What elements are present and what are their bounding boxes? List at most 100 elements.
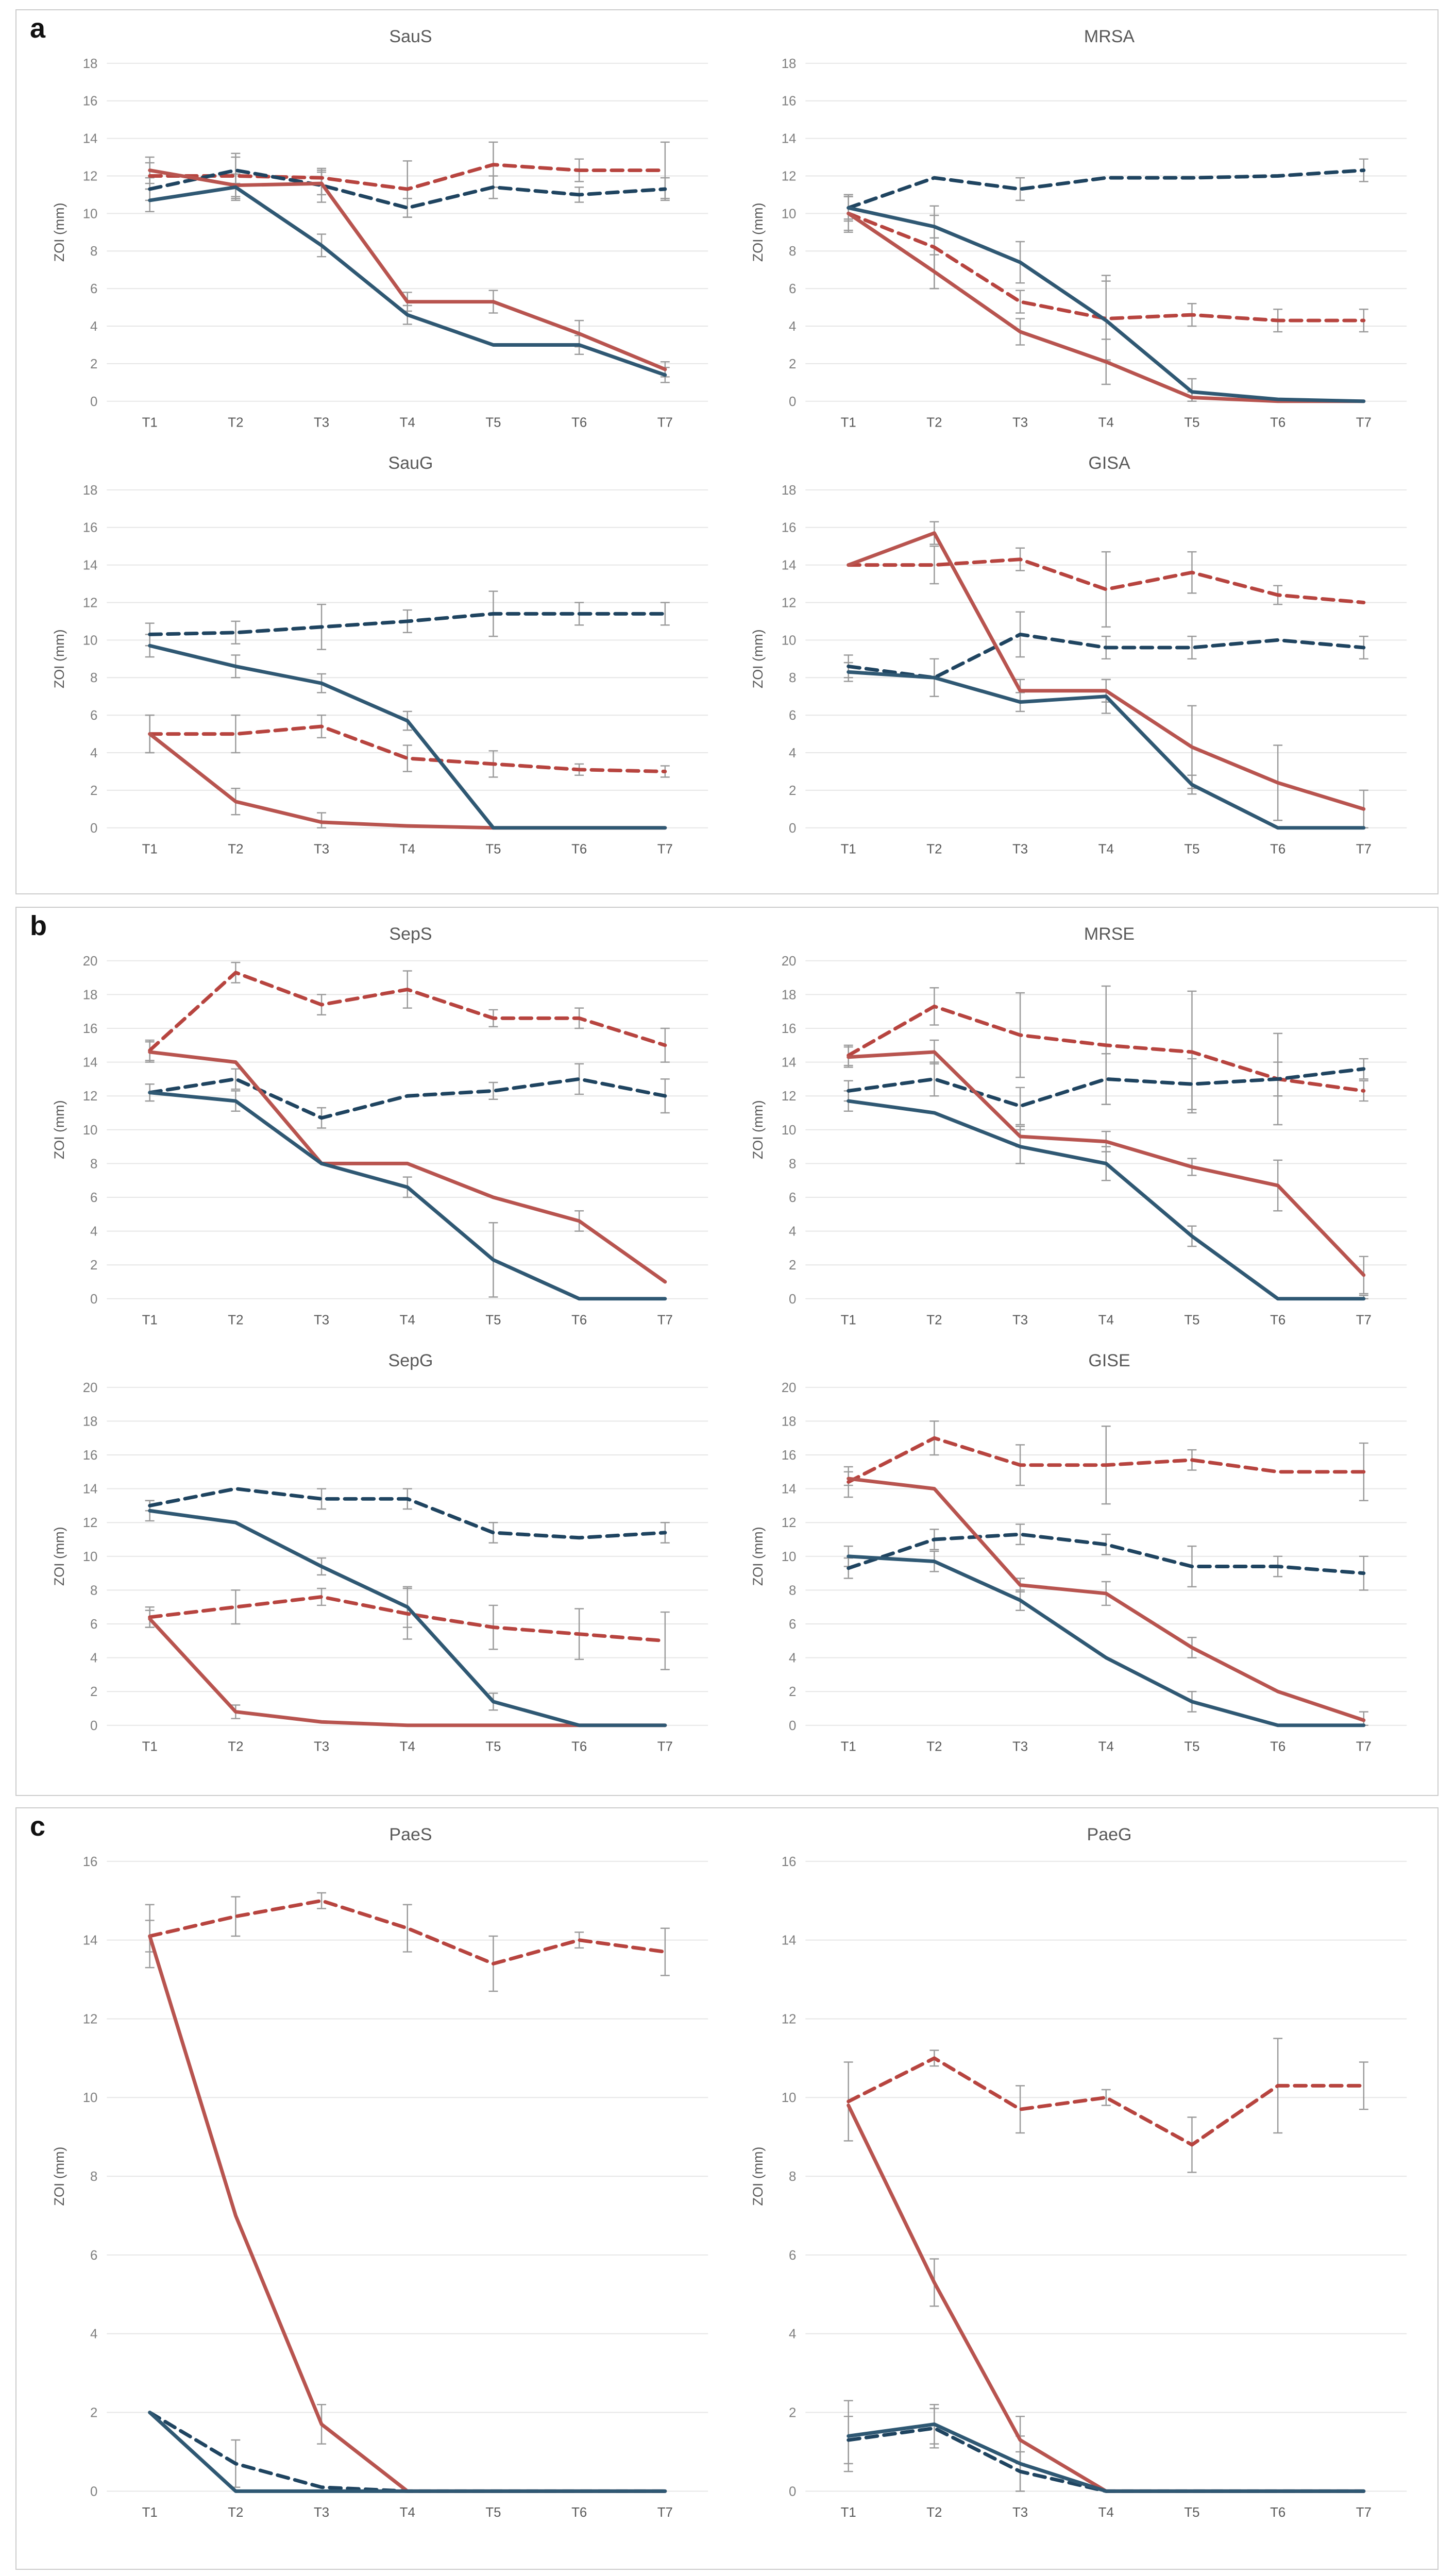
svg-text:T1: T1 — [841, 2505, 856, 2520]
svg-text:T1: T1 — [841, 1313, 856, 1328]
svg-text:8: 8 — [90, 1157, 97, 1171]
chart-title: PaeG — [1087, 1825, 1132, 1844]
series-line-gs — [847, 1050, 1366, 1277]
series-line-gs — [847, 531, 1366, 811]
chart-plot: 0 2 4 6 8 10 12 14 16 ZOI (mm) T1 T2 T3 T4 T5 T6 T7 — [750, 1855, 1407, 2520]
svg-text:T2: T2 — [926, 2505, 942, 2520]
svg-text:2: 2 — [789, 1258, 796, 1273]
svg-text:16: 16 — [83, 1855, 98, 1869]
svg-text:T5: T5 — [1184, 842, 1199, 857]
svg-text:T6: T6 — [571, 842, 587, 857]
svg-text:T1: T1 — [142, 416, 158, 430]
svg-text:10: 10 — [782, 207, 797, 221]
svg-text:16: 16 — [782, 1448, 797, 1463]
svg-text:T1: T1 — [142, 2505, 158, 2520]
svg-text:ZOI (mm): ZOI (mm) — [52, 1527, 67, 1586]
svg-text:12: 12 — [83, 2012, 98, 2026]
svg-text:T1: T1 — [841, 416, 856, 430]
svg-text:0: 0 — [789, 821, 796, 836]
svg-text:T2: T2 — [228, 842, 243, 857]
svg-text:T2: T2 — [228, 2505, 243, 2520]
svg-text:18: 18 — [782, 1415, 797, 1429]
series-line-ga — [148, 1595, 667, 1643]
svg-text:4: 4 — [789, 746, 796, 760]
chart-title: GISA — [1088, 453, 1130, 473]
svg-text:12: 12 — [782, 2012, 797, 2026]
svg-text:0: 0 — [789, 395, 796, 409]
chart-saus: SauS 0 2 4 6 8 10 12 14 16 18 ZOI (mm) T1 T2 T3 T4 T5 T6 T… — [49, 15, 725, 442]
svg-text:T3: T3 — [314, 416, 329, 430]
panel-c-letter: c — [30, 1811, 46, 1842]
chart-title: SauG — [388, 453, 433, 473]
series-line-gs — [847, 1477, 1366, 1722]
svg-text:4: 4 — [789, 319, 796, 334]
svg-text:2: 2 — [90, 1258, 97, 1273]
panel-c: c PaeS 0 2 4 6 8 10 12 14 16 ZOI (mm) T1 T2 T3 T4 T5 T6 T… — [15, 1807, 1439, 2570]
svg-text:T7: T7 — [657, 416, 673, 430]
series-line-vs — [847, 2422, 1366, 2493]
svg-text:14: 14 — [83, 132, 98, 146]
svg-text:T4: T4 — [400, 416, 415, 430]
chart-plot: 0 2 4 6 8 10 12 14 16 18 20 ZOI (mm) T1 T2 T3 T4 T5 T6 T7 — [750, 1381, 1407, 1754]
chart-title: PaeS — [389, 1825, 432, 1844]
svg-text:10: 10 — [83, 634, 98, 648]
svg-text:8: 8 — [90, 671, 97, 686]
svg-text:T4: T4 — [400, 842, 415, 857]
chart-gise: GISE 0 2 4 6 8 10 12 14 16 18 20 ZOI (mm) T1 T2 T3 T4 T5 T… — [748, 1340, 1424, 1766]
svg-text:T3: T3 — [314, 1313, 329, 1328]
series-line-vs — [148, 1509, 667, 1727]
series-line-ga — [148, 1899, 667, 1965]
svg-text:16: 16 — [782, 521, 797, 535]
svg-text:T6: T6 — [571, 2505, 587, 2520]
svg-text:6: 6 — [789, 708, 796, 723]
chart-title: GISE — [1088, 1351, 1130, 1371]
svg-text:6: 6 — [90, 2248, 97, 2263]
series-line-gs — [847, 2104, 1366, 2493]
svg-text:18: 18 — [83, 57, 98, 71]
svg-text:T6: T6 — [1270, 416, 1285, 430]
svg-text:14: 14 — [782, 558, 797, 573]
series-line-vs — [847, 1099, 1366, 1301]
svg-text:14: 14 — [782, 1934, 797, 1948]
series-line-va — [148, 168, 667, 210]
svg-text:18: 18 — [83, 1415, 98, 1429]
series-line-vs — [148, 185, 667, 377]
svg-text:18: 18 — [83, 483, 98, 498]
svg-text:T7: T7 — [657, 842, 673, 857]
panel-b: b SepS 0 2 4 6 8 10 12 14 16 18 20 ZOI (mm) T1 T2 T3 T4 T… — [15, 907, 1439, 1796]
svg-text:10: 10 — [782, 634, 797, 648]
svg-text:8: 8 — [789, 244, 796, 259]
chart-plot: 0 2 4 6 8 10 12 14 16 18 ZOI (mm) T1 T2 T3 T4 T5 T6 T7 — [750, 57, 1407, 430]
svg-text:T6: T6 — [571, 416, 587, 430]
svg-text:12: 12 — [782, 169, 797, 183]
svg-text:6: 6 — [789, 282, 796, 296]
svg-text:20: 20 — [83, 954, 98, 969]
chart-plot: 0 2 4 6 8 10 12 14 16 18 ZOI (mm) T1 T2 T3 T4 T5 T6 T7 — [52, 483, 708, 857]
chart-title: SepS — [389, 924, 432, 944]
svg-text:T1: T1 — [841, 1740, 856, 1754]
svg-text:14: 14 — [83, 558, 98, 573]
chart-plot: 0 2 4 6 8 10 12 14 16 18 20 ZOI (mm) T1 T2 T3 T4 T5 T6 T7 — [750, 954, 1407, 1328]
series-line-va — [847, 2426, 1366, 2493]
svg-text:T3: T3 — [314, 1740, 329, 1754]
svg-text:T6: T6 — [1270, 2505, 1285, 2520]
svg-text:T1: T1 — [142, 1313, 158, 1328]
series-line-vs — [847, 206, 1366, 403]
svg-text:14: 14 — [83, 1056, 98, 1070]
svg-text:T7: T7 — [657, 1740, 673, 1754]
svg-text:16: 16 — [83, 521, 98, 535]
panel-a-letter: a — [30, 13, 46, 44]
svg-text:T4: T4 — [400, 2505, 415, 2520]
svg-text:T5: T5 — [1184, 416, 1199, 430]
svg-text:12: 12 — [83, 169, 98, 183]
svg-text:T4: T4 — [1098, 842, 1114, 857]
panel-a-charts: SauS 0 2 4 6 8 10 12 14 16 18 ZOI (mm) T1 T2 T3 T4 T5 T6 T… — [16, 10, 1437, 869]
svg-text:4: 4 — [90, 1651, 97, 1666]
svg-text:T5: T5 — [485, 842, 501, 857]
svg-text:ZOI (mm): ZOI (mm) — [750, 202, 766, 262]
chart-title: SepG — [388, 1351, 433, 1371]
svg-text:10: 10 — [83, 1123, 98, 1138]
chart-sepg: SepG 0 2 4 6 8 10 12 14 16 18 20 ZOI (mm) T1 T2 T3 T4 T5 T… — [49, 1340, 725, 1766]
svg-text:T1: T1 — [142, 842, 158, 857]
